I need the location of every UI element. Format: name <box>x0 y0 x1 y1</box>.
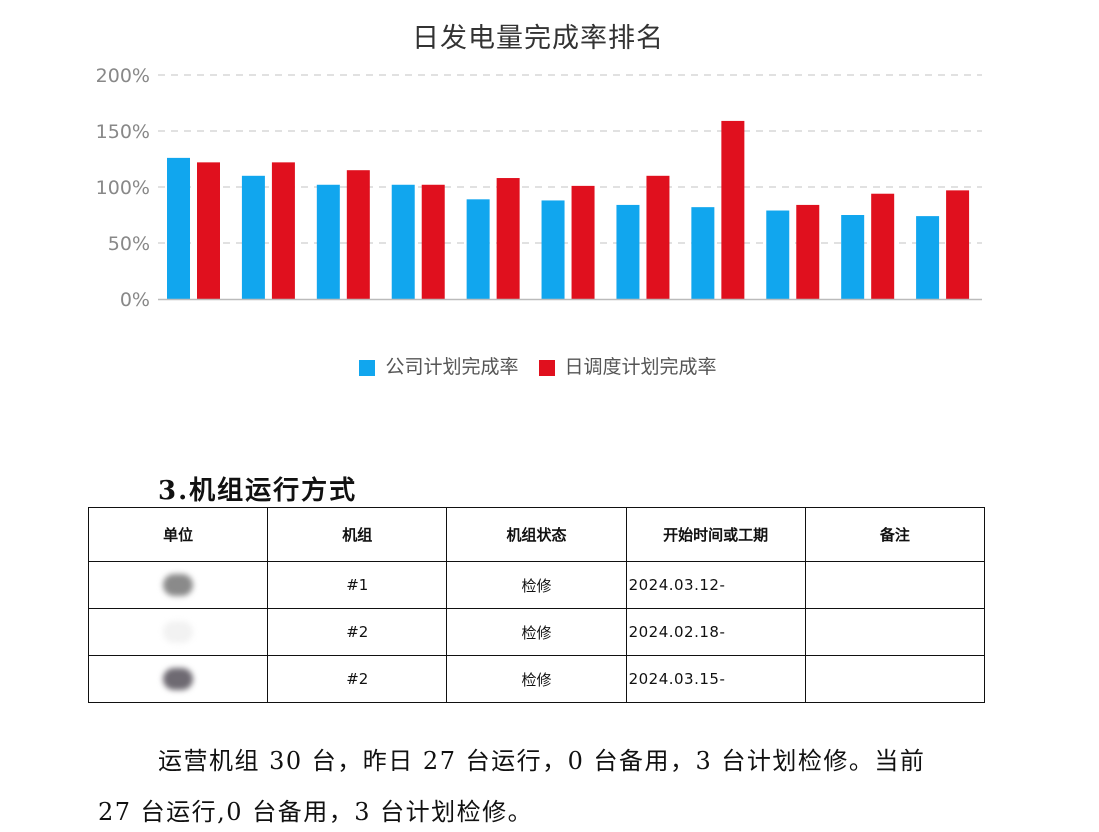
y-tick-label: 50% <box>108 233 150 255</box>
cell-set: #1 <box>267 561 448 609</box>
bar-dispatch <box>571 185 595 299</box>
cell-start: 2024.03.12- <box>625 561 806 609</box>
y-tick-label: 100% <box>96 177 150 199</box>
bar-company <box>391 184 415 299</box>
bar-dispatch <box>871 193 895 299</box>
cell-set: #2 <box>267 608 448 656</box>
cell-status: 检修 <box>446 608 627 656</box>
legend-label: 公司计划完成率 <box>385 356 519 378</box>
chart-title: 日发电量完成率排名 <box>412 23 664 54</box>
summary-line-2: 27 台运行,0 台备用，3 台计划检修。 <box>98 798 534 826</box>
bar-dispatch <box>197 162 220 299</box>
legend-swatch-blue <box>359 359 376 376</box>
bar-company <box>167 157 190 299</box>
bar-chart: 0% 50% 100% 150% 200% <box>96 65 982 311</box>
bar-dispatch <box>496 178 520 299</box>
bar-dispatch <box>421 184 445 299</box>
cell-status: 检修 <box>446 561 627 609</box>
chart-legend: 公司计划完成率 日调度计划完成率 <box>0 352 1076 379</box>
cell-unit <box>87 608 269 656</box>
redacted-unit-name <box>163 574 194 596</box>
bar-company <box>616 204 640 299</box>
header-note: 备注 <box>804 507 986 562</box>
legend-item-company-plan[interactable]: 公司计划完成率 <box>359 352 519 379</box>
header-start: 开始时间或工期 <box>625 507 806 562</box>
y-tick-label: 150% <box>96 121 150 143</box>
cell-start: 2024.03.15- <box>625 655 806 703</box>
redacted-unit-name <box>163 621 194 643</box>
section-heading: 3.机组运行方式 <box>158 476 358 506</box>
bar-company <box>916 216 940 299</box>
bar-dispatch <box>796 204 820 299</box>
table-row: #2 检修 2024.02.18- <box>87 608 986 656</box>
cell-unit <box>87 561 269 609</box>
bar-dispatch <box>346 170 370 299</box>
redacted-unit-name <box>163 668 194 690</box>
bar-dispatch <box>946 190 970 299</box>
header-unit: 单位 <box>87 507 269 562</box>
y-tick-label: 200% <box>96 65 150 87</box>
bar-dispatch <box>721 120 745 299</box>
summary-line-1: 运营机组 30 台，昨日 27 台运行，0 台备用，3 台计划检修。当前 <box>158 747 926 775</box>
bar-company <box>541 200 565 299</box>
cell-note <box>804 608 986 656</box>
legend-item-dispatch-plan[interactable]: 日调度计划完成率 <box>538 352 717 379</box>
cell-status: 检修 <box>446 655 627 703</box>
legend-swatch-red <box>538 359 555 376</box>
bar-dispatch <box>271 162 295 299</box>
chart-bars <box>167 120 970 299</box>
bar-company <box>691 207 715 299</box>
table-row: #2 检修 2024.03.15- <box>87 655 986 703</box>
legend-label: 日调度计划完成率 <box>564 356 717 378</box>
cell-note <box>804 561 986 609</box>
unit-status-table: 单位 机组 机组状态 开始时间或工期 备注 #1 检修 2024.03.12- … <box>87 507 986 703</box>
bar-company <box>241 175 265 299</box>
bar-company <box>316 184 340 299</box>
bar-company <box>466 199 490 299</box>
table-header-row: 单位 机组 机组状态 开始时间或工期 备注 <box>87 507 986 562</box>
y-tick-label: 0% <box>120 289 150 311</box>
header-status: 机组状态 <box>446 507 627 562</box>
cell-note <box>804 655 986 703</box>
cell-unit <box>87 655 269 703</box>
cell-set: #2 <box>267 655 448 703</box>
header-set: 机组 <box>267 507 448 562</box>
chart-axis: 0% 50% 100% 150% 200% <box>96 65 982 311</box>
cell-start: 2024.02.18- <box>625 608 806 656</box>
bar-dispatch <box>646 175 670 299</box>
table-row: #1 检修 2024.03.12- <box>87 561 986 609</box>
bar-company <box>766 210 790 299</box>
bar-company <box>841 215 865 299</box>
